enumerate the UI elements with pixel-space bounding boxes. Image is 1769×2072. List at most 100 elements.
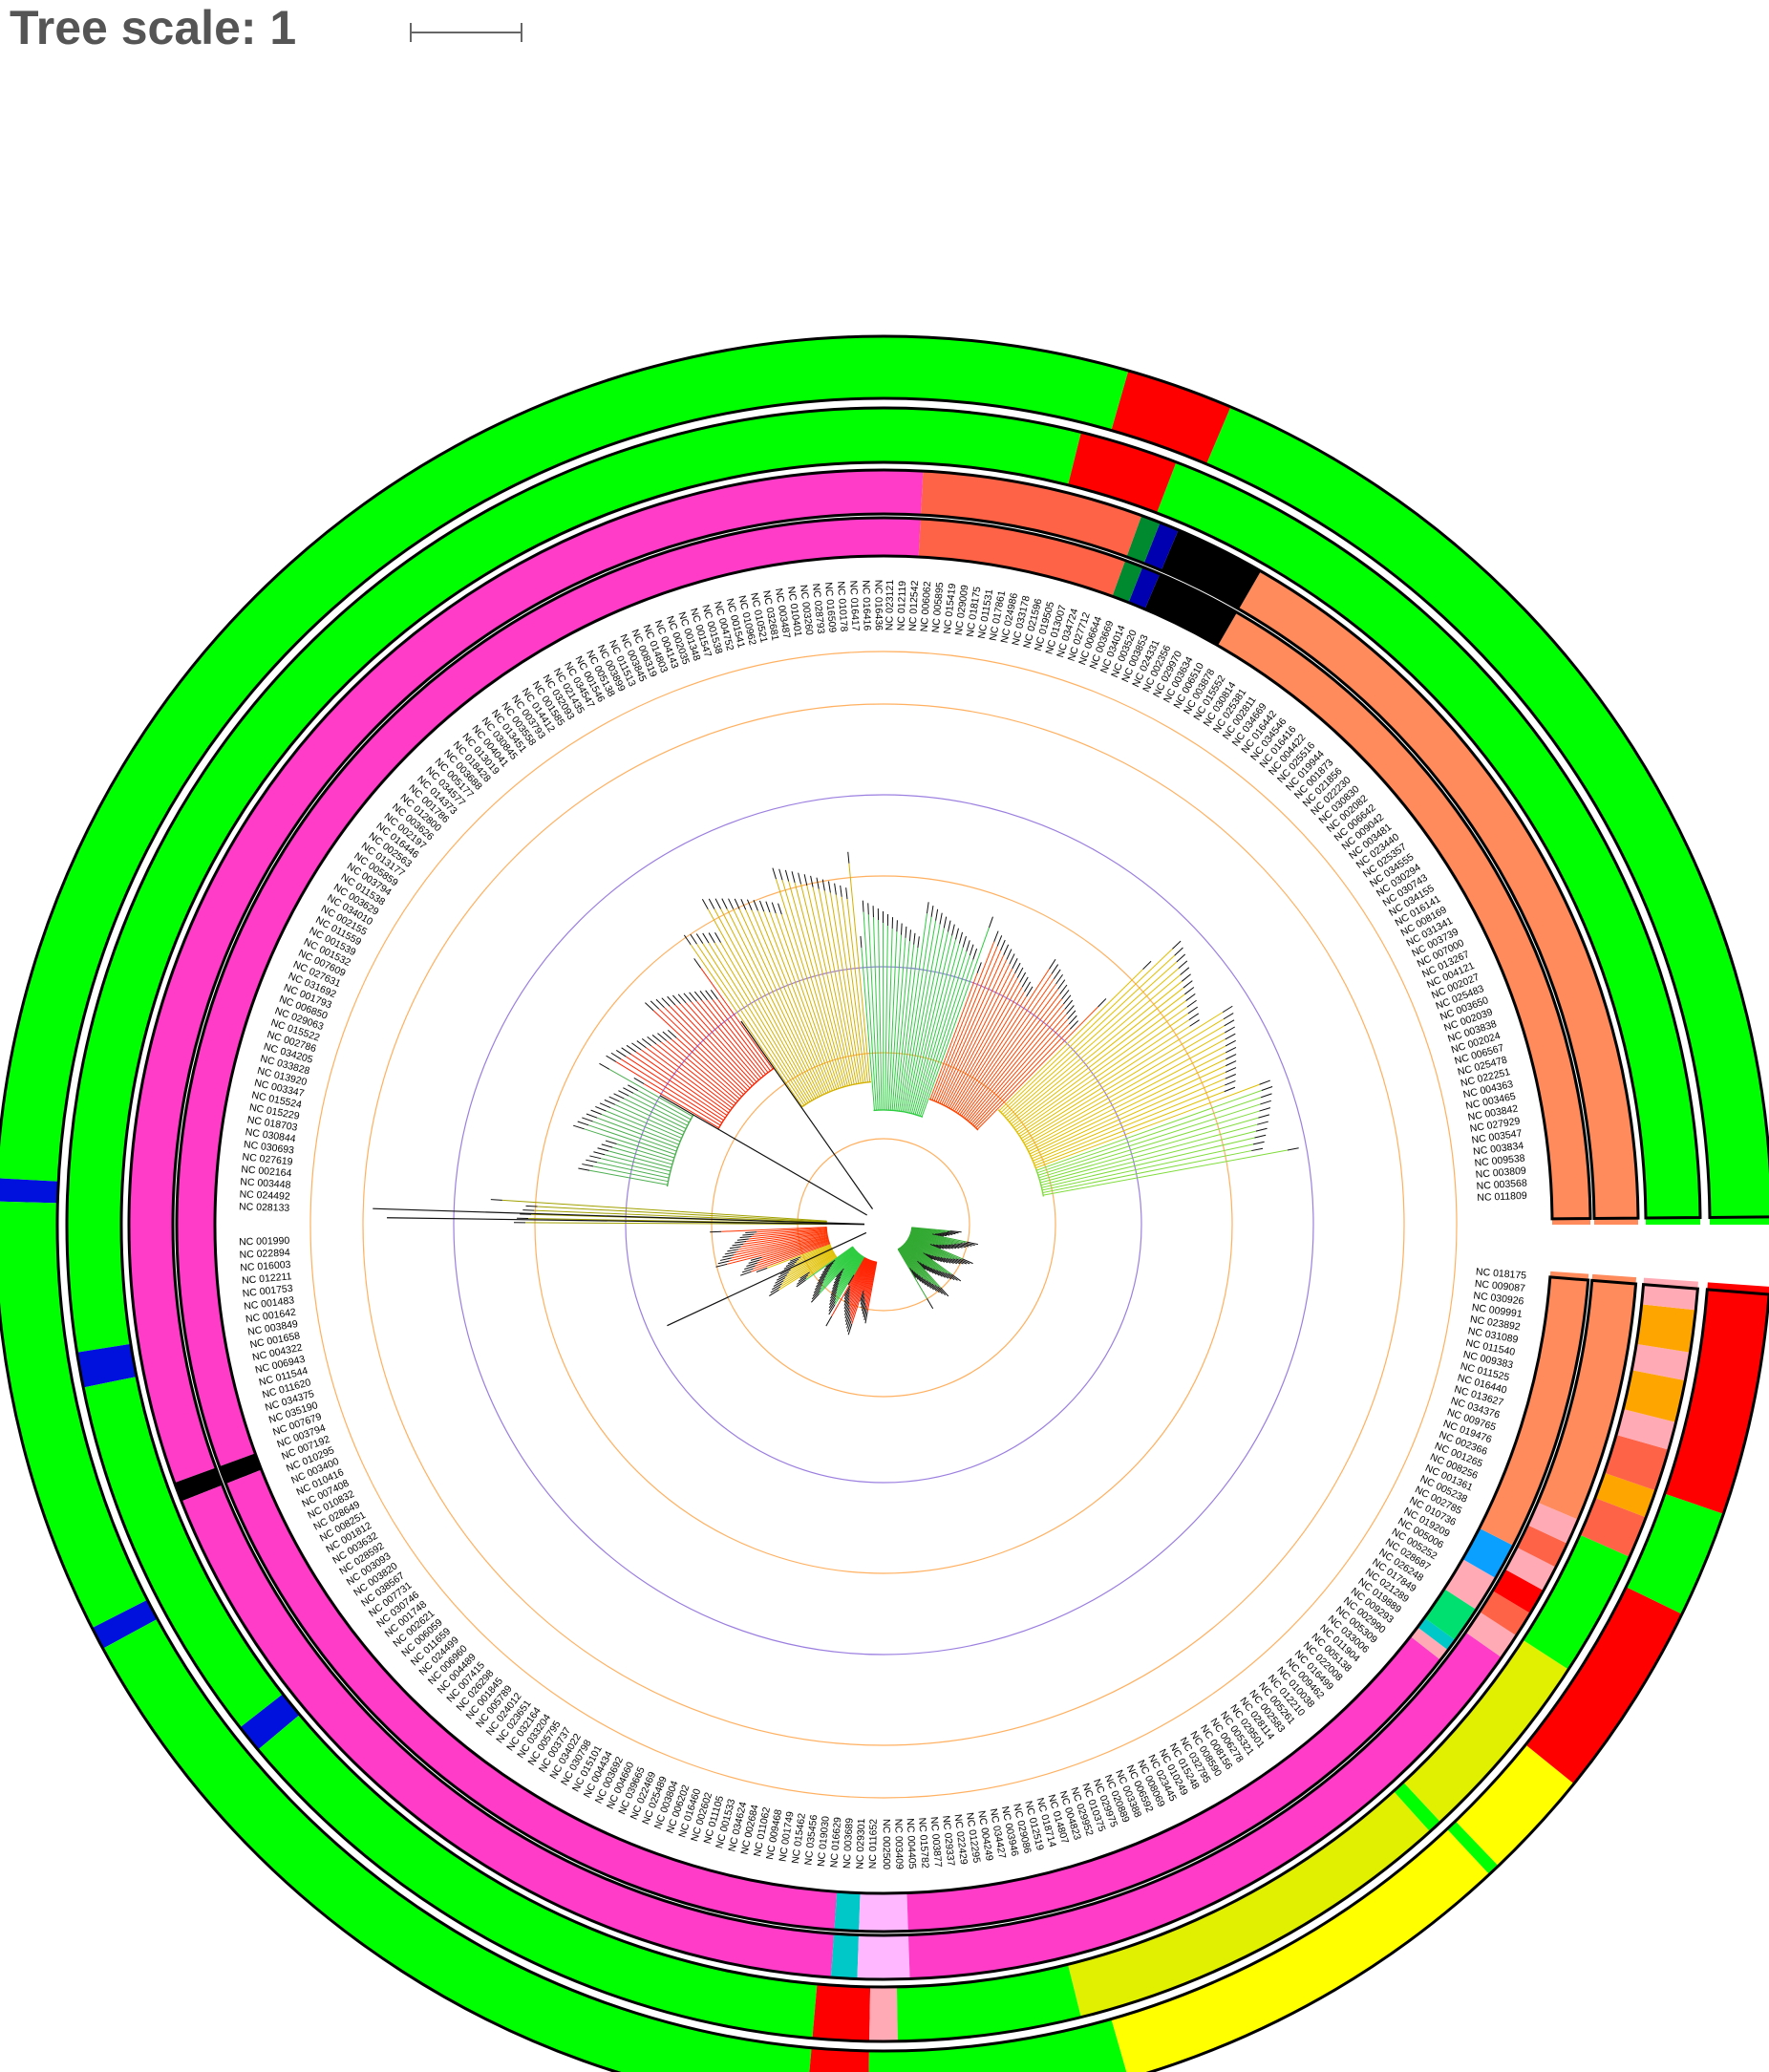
tree-branch	[841, 896, 866, 1083]
tree-branch-tip	[913, 1271, 922, 1282]
tree-branch-tip	[996, 935, 1003, 947]
tree-branch	[1013, 1000, 1186, 1129]
tree-branch-tip	[939, 912, 943, 925]
tree-branch-tip	[695, 933, 704, 944]
tree-branch	[600, 1158, 671, 1176]
ring-segment	[219, 1453, 262, 1485]
tree-branch-tip	[645, 1002, 654, 1012]
leaf-label: NC 001990	[239, 1235, 290, 1248]
tree-branch	[902, 920, 937, 1112]
tree-branch-tip	[935, 908, 939, 921]
tree-branch-tip	[1225, 1079, 1236, 1086]
ring-3	[127, 468, 1640, 1981]
tree-branch-tip	[1252, 1141, 1265, 1145]
tree-branch	[1026, 1038, 1226, 1148]
ring-segment	[1417, 1617, 1456, 1651]
tree-branch	[1007, 974, 1181, 1121]
tree-branch-tip	[962, 1258, 973, 1265]
tree-branch	[685, 1002, 757, 1082]
tree-branch	[947, 977, 1018, 1108]
leaf-label: NC 016629	[828, 1817, 843, 1869]
tree-branch	[615, 1060, 721, 1126]
tree-clade-arc	[928, 1098, 979, 1131]
ring-segment	[0, 1201, 148, 1629]
tree-branch	[900, 916, 932, 1112]
tree-branch	[1023, 1025, 1225, 1143]
tree-branch-tip	[937, 1256, 948, 1264]
ring-segment	[1537, 1273, 1637, 1520]
tree-branch	[1017, 1019, 1190, 1135]
tree-branch	[775, 878, 842, 1088]
tree-branch	[897, 948, 919, 1111]
tree-branch-tip	[775, 1277, 786, 1284]
tree-branch-tip	[799, 1271, 810, 1279]
leaf-label: NC 009087	[1474, 1278, 1525, 1294]
tree-branch	[952, 991, 1025, 1111]
tree-branch	[911, 1228, 936, 1235]
tree-branch-tip	[708, 932, 715, 944]
tree-branch-tip	[616, 1050, 627, 1057]
tree-branch-tip	[931, 1254, 942, 1263]
leaf-label: NC 003689	[842, 1818, 856, 1869]
tree-branch	[820, 1251, 858, 1292]
ring-segment	[1504, 1547, 1556, 1591]
tree-branch-tip	[962, 935, 967, 948]
tree-clade-arc	[897, 1227, 913, 1250]
tree-branch-tip	[791, 871, 796, 883]
leaf-label: NC 011652	[867, 1819, 880, 1869]
tree-branch	[606, 1110, 681, 1143]
leaf-label: NC 019030	[816, 1815, 832, 1867]
tree-branch-tip	[714, 898, 721, 909]
tree-branch-tip	[590, 1109, 602, 1115]
tree-branch	[630, 1054, 726, 1119]
tree-branch-tip	[966, 940, 970, 952]
tree-clade-arc	[800, 1080, 871, 1108]
tree-branch-tip	[739, 1235, 752, 1239]
tree-branch-tip	[717, 1260, 730, 1265]
tree-branch	[911, 1228, 942, 1234]
tree-branch	[849, 1257, 866, 1287]
tree-branch-tip	[736, 1238, 749, 1241]
tree-branch	[614, 1103, 684, 1136]
tree-branch	[864, 1261, 876, 1303]
tree-branch	[916, 951, 968, 1116]
tree-branch-tip	[779, 1269, 791, 1275]
ring-segment	[1525, 1587, 1682, 1784]
tree-branch	[910, 1233, 943, 1246]
tree-branch-tip	[778, 1271, 789, 1278]
tree-branch	[849, 1258, 866, 1290]
tree-branch	[953, 995, 1028, 1112]
tree-branch-tip	[1012, 958, 1018, 970]
tree-branch-tip	[705, 990, 714, 1000]
tree-branch	[905, 1243, 934, 1270]
tree-branch	[1040, 1123, 1258, 1184]
tree-branch-tip	[641, 1038, 652, 1047]
tree-branch-tip	[798, 1274, 809, 1282]
tree-branch-tip	[1259, 1107, 1271, 1112]
tree-branch	[904, 1243, 931, 1269]
tree-branch-tip	[778, 903, 782, 915]
tree-branch	[823, 890, 860, 1084]
ring-segment	[67, 408, 1081, 1353]
tree-branch	[849, 1260, 871, 1314]
tree-branch	[848, 1259, 868, 1299]
tree-branch-long	[387, 1217, 865, 1226]
tree-branch-tip	[818, 1272, 828, 1282]
tree-branch	[1040, 1130, 1257, 1186]
tree-branch-tip	[963, 1242, 975, 1246]
tree-branch-tip	[601, 1143, 613, 1148]
tree-branch	[911, 1228, 945, 1233]
tree-branch-tip	[836, 1268, 844, 1278]
tree-branch-tip	[618, 1090, 629, 1097]
ring-segment	[1126, 515, 1161, 564]
tree-branch-tip	[845, 887, 848, 900]
tree-branch	[910, 1232, 948, 1246]
tree-branch	[937, 954, 1005, 1103]
tree-branch	[831, 1257, 865, 1316]
tree-branch-tip	[815, 1278, 825, 1288]
grid-circle	[309, 651, 1458, 1799]
tree-branch-long	[373, 1207, 865, 1225]
leaf-label: NC 029337	[940, 1815, 956, 1867]
tree-branch	[643, 1083, 719, 1129]
tree-branch	[733, 908, 822, 1096]
